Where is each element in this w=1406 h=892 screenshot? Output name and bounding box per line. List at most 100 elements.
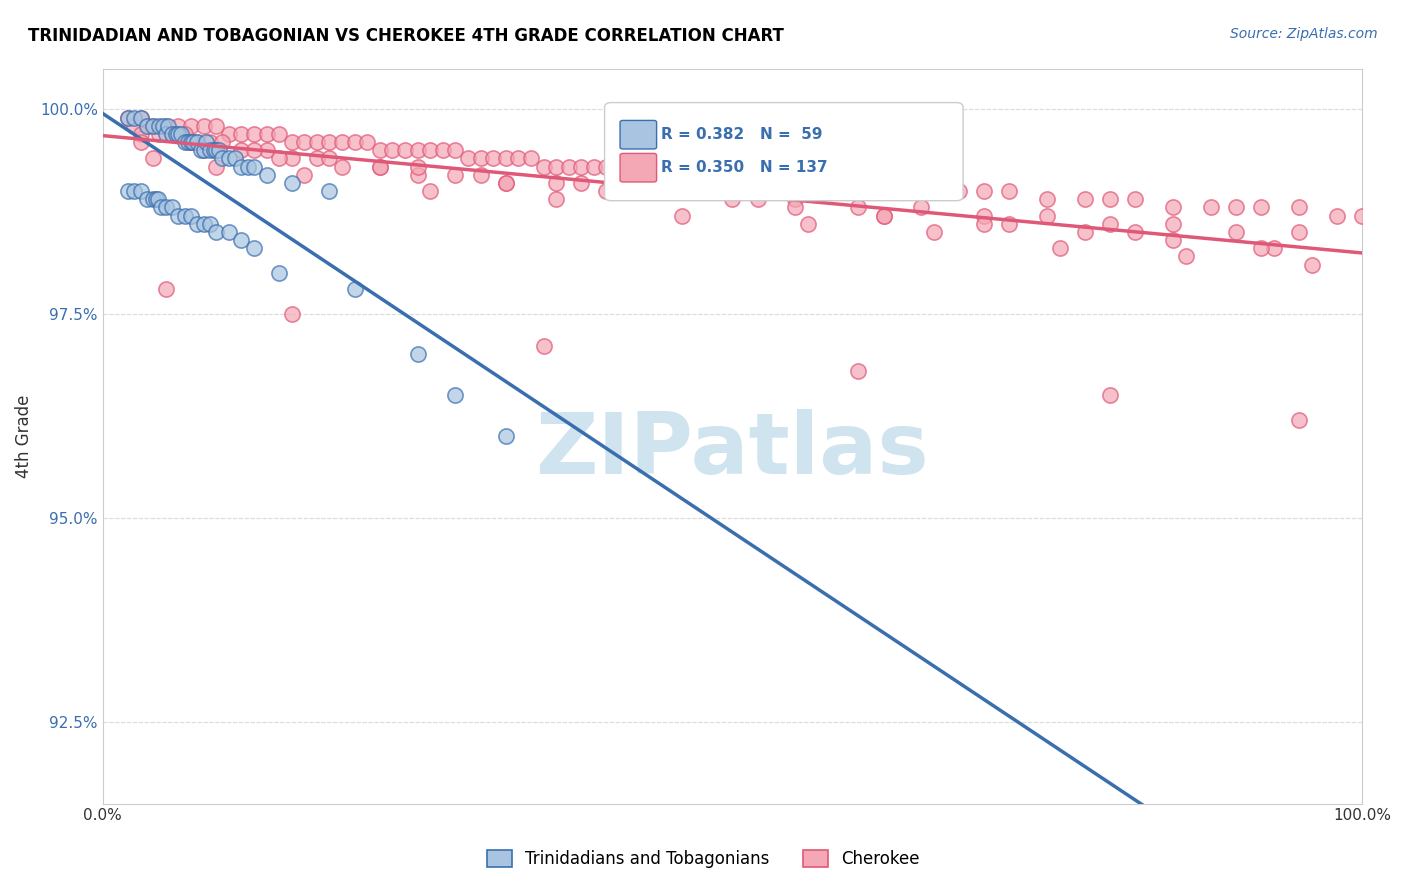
Point: [721, 192, 744, 206]
Point: [256, 168, 278, 182]
Point: [394, 143, 416, 157]
Point: [269, 266, 291, 280]
Point: [406, 160, 429, 174]
Point: [419, 143, 441, 157]
Point: [142, 119, 165, 133]
Point: [595, 160, 617, 174]
Point: [1074, 192, 1097, 206]
Point: [785, 200, 807, 214]
Point: [620, 184, 643, 198]
Point: [546, 160, 568, 174]
Point: [785, 192, 807, 206]
Point: [1099, 217, 1122, 231]
Point: [368, 160, 391, 174]
Point: [256, 127, 278, 141]
Point: [1250, 200, 1272, 214]
Point: [180, 119, 202, 133]
Text: ZIPatlas: ZIPatlas: [536, 409, 929, 492]
Point: [318, 135, 340, 149]
Point: [482, 152, 505, 166]
Point: [129, 111, 152, 125]
Point: [280, 152, 302, 166]
Point: [190, 143, 212, 157]
Point: [1225, 225, 1247, 239]
Point: [135, 119, 157, 133]
Point: [1161, 217, 1184, 231]
Point: [1174, 249, 1197, 263]
Point: [193, 217, 215, 231]
Point: [872, 209, 894, 223]
Point: [155, 282, 177, 296]
Point: [167, 127, 190, 141]
Point: [170, 127, 193, 141]
Point: [243, 127, 266, 141]
Point: [747, 192, 769, 206]
Point: [180, 209, 202, 223]
Point: [157, 119, 180, 133]
Point: [1036, 209, 1059, 223]
Point: [457, 152, 479, 166]
Text: R = 0.350   N = 137: R = 0.350 N = 137: [661, 161, 828, 175]
Point: [202, 143, 225, 157]
Point: [224, 152, 246, 166]
Point: [797, 176, 820, 190]
Point: [432, 143, 454, 157]
Point: [620, 160, 643, 174]
Point: [243, 143, 266, 157]
Point: [381, 143, 404, 157]
Point: [1125, 225, 1147, 239]
Point: [658, 184, 681, 198]
Point: [470, 152, 492, 166]
Point: [218, 225, 240, 239]
Point: [211, 152, 233, 166]
Point: [256, 143, 278, 157]
Point: [198, 217, 221, 231]
Point: [495, 429, 517, 443]
Point: [218, 152, 240, 166]
Point: [218, 127, 240, 141]
Point: [973, 184, 995, 198]
Point: [129, 111, 152, 125]
Point: [1099, 192, 1122, 206]
Point: [406, 143, 429, 157]
Point: [124, 184, 146, 198]
Point: [495, 152, 517, 166]
Point: [533, 339, 555, 353]
Point: [124, 119, 146, 133]
Point: [193, 143, 215, 157]
Point: [444, 388, 467, 402]
Point: [582, 160, 605, 174]
Point: [1049, 241, 1071, 255]
Point: [872, 176, 894, 190]
Point: [177, 135, 200, 149]
Point: [772, 176, 794, 190]
Text: TRINIDADIAN AND TOBAGONIAN VS CHEROKEE 4TH GRADE CORRELATION CHART: TRINIDADIAN AND TOBAGONIAN VS CHEROKEE 4…: [28, 27, 785, 45]
Point: [208, 143, 231, 157]
Point: [846, 176, 869, 190]
Point: [444, 168, 467, 182]
Point: [198, 143, 221, 157]
Point: [343, 282, 366, 296]
Point: [356, 135, 378, 149]
Point: [124, 111, 146, 125]
Point: [183, 135, 205, 149]
Point: [292, 168, 315, 182]
Point: [872, 209, 894, 223]
Point: [910, 200, 932, 214]
Point: [797, 217, 820, 231]
Point: [1161, 200, 1184, 214]
Point: [330, 160, 353, 174]
Point: [173, 135, 195, 149]
Point: [231, 160, 253, 174]
Point: [495, 176, 517, 190]
Point: [165, 127, 187, 141]
Point: [569, 160, 592, 174]
Text: Source: ZipAtlas.com: Source: ZipAtlas.com: [1230, 27, 1378, 41]
Point: [318, 184, 340, 198]
Point: [910, 184, 932, 198]
Point: [135, 119, 157, 133]
Point: [444, 143, 467, 157]
Point: [117, 111, 139, 125]
Point: [343, 135, 366, 149]
Point: [846, 364, 869, 378]
